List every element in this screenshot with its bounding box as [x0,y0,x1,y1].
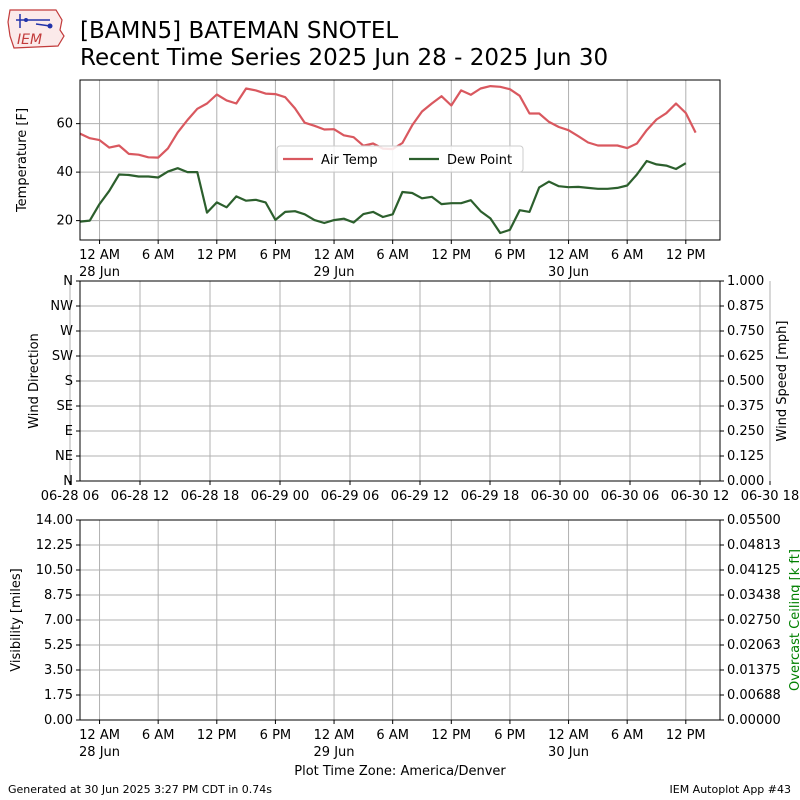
x-tick-label: 6 AM [142,728,175,743]
y-right-tick-label: 0.00000 [727,713,781,728]
generated-footer: Generated at 30 Jun 2025 3:27 PM CDT in … [8,783,273,796]
x-tick-label: 6 AM [376,728,409,743]
y-tick-label: 60 [56,117,73,132]
app-footer: IEM Autoplot App #43 [669,783,792,796]
plot-frame [79,79,721,241]
x-tick-label: 06-29 00 [251,489,309,504]
y-tick-label: N [63,274,73,289]
y-tick-label: S [65,374,73,389]
legend-entry: Dew Point [447,153,512,168]
x-tick-label: 12 PM [666,248,706,263]
y-right-tick-label: 0.000 [727,474,764,489]
y-right-tick-label: 0.750 [727,324,764,339]
x-tick-label: 06-28 12 [111,489,169,504]
x-tick-label: 12 AM [548,248,589,263]
y-right-tick-label: 0.05500 [727,513,781,528]
x-tick-label: 6 PM [494,248,525,263]
x-tick-label: 6 PM [260,248,291,263]
y-tick-label: 14.00 [36,513,73,528]
x-tick-label: 12 PM [666,728,706,743]
x-tick-label: 06-30 00 [531,489,589,504]
y-tick-label: SE [57,399,73,414]
x-day-label: 28 Jun [79,745,120,760]
timezone-label: Plot Time Zone: America/Denver [294,764,506,779]
x-tick-label: 06-30 12 [671,489,729,504]
x-tick-label: 12 AM [314,728,355,743]
x-day-label: 28 Jun [79,265,120,280]
x-tick-label: 6 AM [611,248,644,263]
x-tick-label: 12 AM [79,728,120,743]
y-tick-label: W [60,324,73,339]
y-tick-label: SW [52,349,73,364]
y-tick-label: 3.50 [44,663,73,678]
y-right-tick-label: 0.01375 [727,663,781,678]
y-right-tick-label: 0.875 [727,299,764,314]
x-tick-label: 06-29 18 [461,489,519,504]
x-day-label: 30 Jun [548,265,589,280]
x-tick-label: 12 AM [548,728,589,743]
x-day-label: 29 Jun [314,265,355,280]
y-right-tick-label: 0.375 [727,399,764,414]
temperature-panel: 20 40 60 12 AM 6 AM 12 PM 6 PM 12 AM 6 AM 12 PM 6 … [15,79,721,280]
legend-entry: Air Temp [321,153,378,168]
y-tick-label: 1.75 [44,688,73,703]
series-line-dew-point [79,159,687,235]
y-tick-label: 5.25 [44,638,73,653]
y-tick-label: N [63,474,73,489]
x-tick-label: 12 PM [431,728,471,743]
x-tick-label: 06-28 18 [181,489,239,504]
svg-text:IEM: IEM [17,32,42,48]
y-right-tick-label: 0.04813 [727,538,781,553]
y-right-tick-label: 0.03438 [727,588,781,603]
y-tick-label: NW [50,299,73,314]
x-tick-label: 6 PM [260,728,291,743]
x-tick-label: 06-28 06 [41,489,99,504]
x-tick-label: 12 PM [197,728,237,743]
chart-title-line2: Recent Time Series 2025 Jun 28 - 2025 Ju… [80,45,609,71]
x-tick-label: 06-30 18 [741,489,799,504]
x-day-label: 30 Jun [548,745,589,760]
y-tick-label: 8.75 [44,588,73,603]
y-right-tick-label: 0.02063 [727,638,781,653]
legend-box [276,145,524,173]
y-right-tick-label: 1.000 [727,274,764,289]
y-tick-label: E [65,424,73,439]
x-tick-label: 06-29 06 [321,489,379,504]
y-axis-label: Wind Direction [27,333,42,429]
x-tick-label: 6 AM [376,248,409,263]
x-tick-label: 12 PM [197,248,237,263]
y-axis-label: Visibility [miles] [9,568,24,671]
y-right-tick-label: 0.625 [727,349,764,364]
x-tick-label: 6 AM [142,248,175,263]
x-tick-label: 06-29 12 [391,489,449,504]
y-tick-label: 7.00 [44,613,73,628]
x-tick-label: 12 AM [79,248,120,263]
wind-panel: N NE E SE S SW W NW N 0.000 0.125 0.250 0.375 0.500 0.… [27,274,799,504]
y-right-tick-label: 0.250 [727,424,764,439]
x-tick-label: 12 PM [431,248,471,263]
y-axis-label: Temperature [F] [15,108,30,213]
visibility-panel: 0.00 1.75 3.50 5.25 7.00 8.75 10.50 12.25 14.00 0… [9,513,800,760]
x-tick-label: 6 PM [494,728,525,743]
y-tick-label: 12.25 [36,538,73,553]
y-right-tick-label: 0.02750 [727,613,781,628]
y-right-tick-label: 0.00688 [727,688,781,703]
y-tick-label: 0.00 [44,713,73,728]
iem-logo: IEM [6,6,66,52]
y-right-tick-label: 0.125 [727,449,764,464]
chart-title-line1: [BAMN5] BATEMAN SNOTEL [80,18,399,44]
y-right-tick-label: 0.500 [727,374,764,389]
y-tick-label: 20 [56,214,73,229]
x-day-label: 29 Jun [314,745,355,760]
y-right-tick-label: 0.04125 [727,563,781,578]
y-tick-label: NE [55,449,73,464]
y-right-axis-label: Overcast Ceiling [k ft] [788,549,800,691]
x-tick-label: 06-30 06 [601,489,659,504]
y-right-axis-label: Wind Speed [mph] [775,321,790,442]
x-tick-label: 6 AM [611,728,644,743]
y-tick-label: 40 [56,165,73,180]
y-tick-label: 10.50 [36,563,73,578]
x-tick-label: 12 AM [314,248,355,263]
